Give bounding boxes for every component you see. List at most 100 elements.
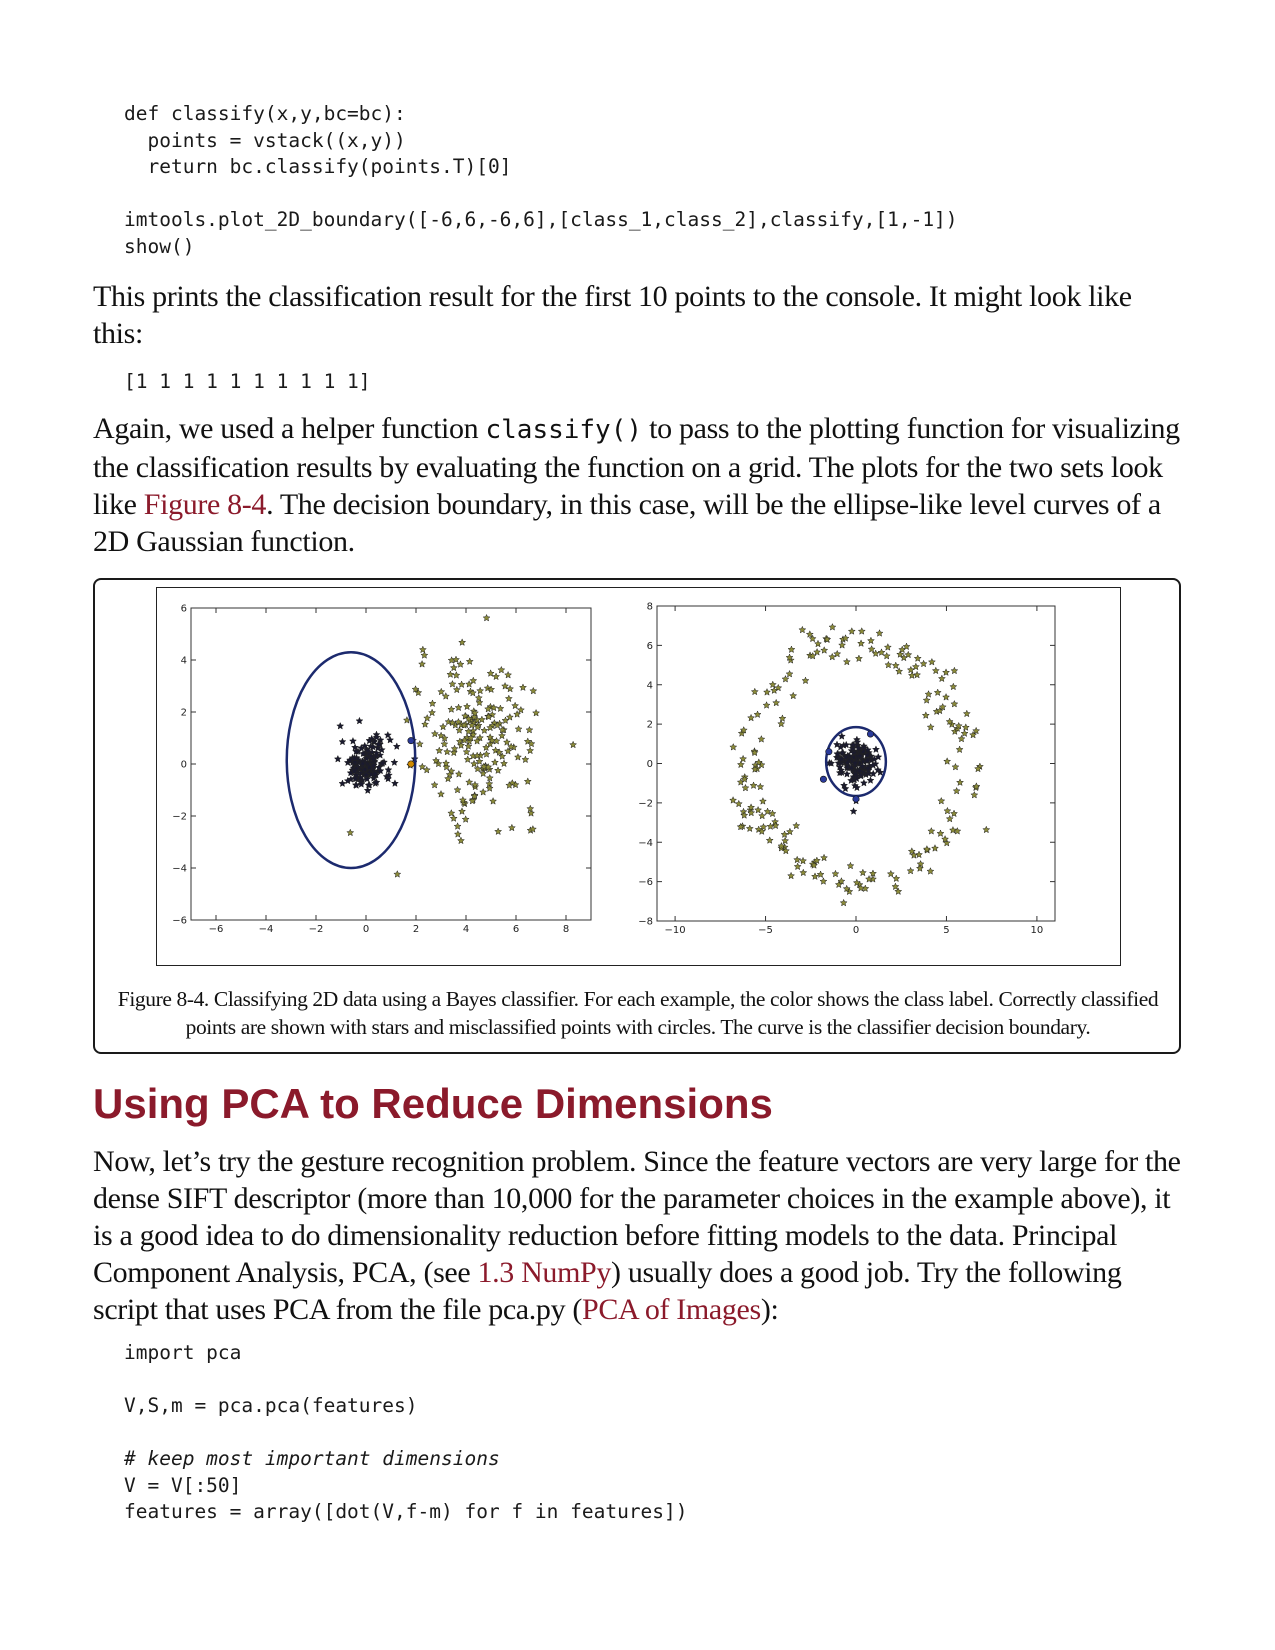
data-point [475,698,484,707]
data-point [526,804,535,813]
data-point [365,736,374,745]
data-point [468,796,477,805]
data-point [501,681,510,690]
data-point [511,701,520,710]
data-point [372,733,381,741]
data-point [758,811,767,820]
data-point [446,670,455,678]
data-point [926,867,935,875]
data-point [838,640,847,649]
y-tick-label: 2 [181,708,187,719]
x-tick-label: −6 [209,924,224,935]
data-point [441,692,450,700]
paragraph-helper-function: Again, we used a helper function classif… [93,410,1183,560]
data-point [430,780,439,789]
data-point [933,688,942,697]
data-point [479,769,488,778]
data-point [969,730,978,739]
data-point [828,652,837,661]
data-point [462,747,471,756]
data-point [842,884,851,893]
data-point [842,657,851,666]
data-point [749,781,758,790]
code-block-pca: import pca V,S,m = pca.pca(features) # kee… [124,1340,688,1526]
data-point [463,702,472,711]
data-point [841,753,850,761]
code-block-classify: def classify(x,y,bc=bc): points = vstack… [124,101,958,260]
data-point [943,757,952,765]
pca-of-images-link[interactable]: PCA of Images [582,1293,761,1326]
data-point [473,751,482,760]
numpy-link[interactable]: 1.3 NumPy [477,1256,612,1289]
data-point [937,674,946,683]
data-point [754,758,763,766]
data-point [813,647,822,656]
data-point [496,704,505,713]
code-line: return bc.classify(points.T)[0] [124,155,512,178]
data-point [838,748,847,757]
data-point [525,725,534,734]
data-point [936,829,945,838]
data-point [753,710,762,719]
misclassified-point [407,737,415,745]
data-point [363,774,372,783]
data-point [486,723,495,732]
data-point [857,627,866,635]
paragraph-text: Again, we used a helper function [93,412,486,445]
data-point [351,774,360,783]
data-point [457,741,466,749]
data-point [351,743,360,751]
figure-caption: Figure 8-4. Classifying 2D data using a … [117,987,1159,1039]
data-point [343,776,352,785]
data-point [364,781,373,789]
data-point [812,856,821,865]
data-point [941,668,951,676]
data-point [945,814,954,823]
data-point [513,710,522,718]
data-point [943,806,952,815]
data-point [952,786,961,795]
data-point [756,782,765,791]
data-point [451,655,461,664]
data-point [527,739,536,748]
series-1 [333,716,419,794]
y-tick-label: −2 [638,798,653,809]
data-point [505,713,514,721]
y-tick-label: 8 [647,602,653,613]
y-tick-label: −6 [638,877,653,888]
data-point [377,745,386,754]
data-point [465,778,474,786]
data-point [465,657,474,666]
data-point [886,869,895,878]
data-point [892,874,901,883]
y-tick-label: −8 [638,917,653,928]
section-heading: Using PCA to Reduce Dimensions [93,1080,773,1127]
data-point [906,866,915,875]
figure-link[interactable]: Figure 8-4 [143,488,267,521]
data-point [418,762,427,771]
data-point [448,679,457,688]
data-point [507,742,516,751]
data-point [771,821,780,830]
data-point [869,761,878,769]
data-point [924,690,933,698]
data-point [470,708,479,717]
data-point [523,777,532,785]
data-point [835,762,844,771]
data-point [819,877,828,885]
code-comment: # keep most important dimensions [124,1447,500,1470]
code-line: V = V[:50] [124,1473,242,1497]
data-point [428,708,437,717]
data-point [949,682,958,691]
data-point [460,736,469,744]
data-point [527,809,536,817]
data-point [798,625,807,634]
data-point [891,661,900,670]
data-point [479,787,488,796]
data-point [428,699,437,708]
data-point [846,861,855,870]
data-point [828,622,837,631]
data-point [453,785,462,794]
data-point [736,760,745,769]
